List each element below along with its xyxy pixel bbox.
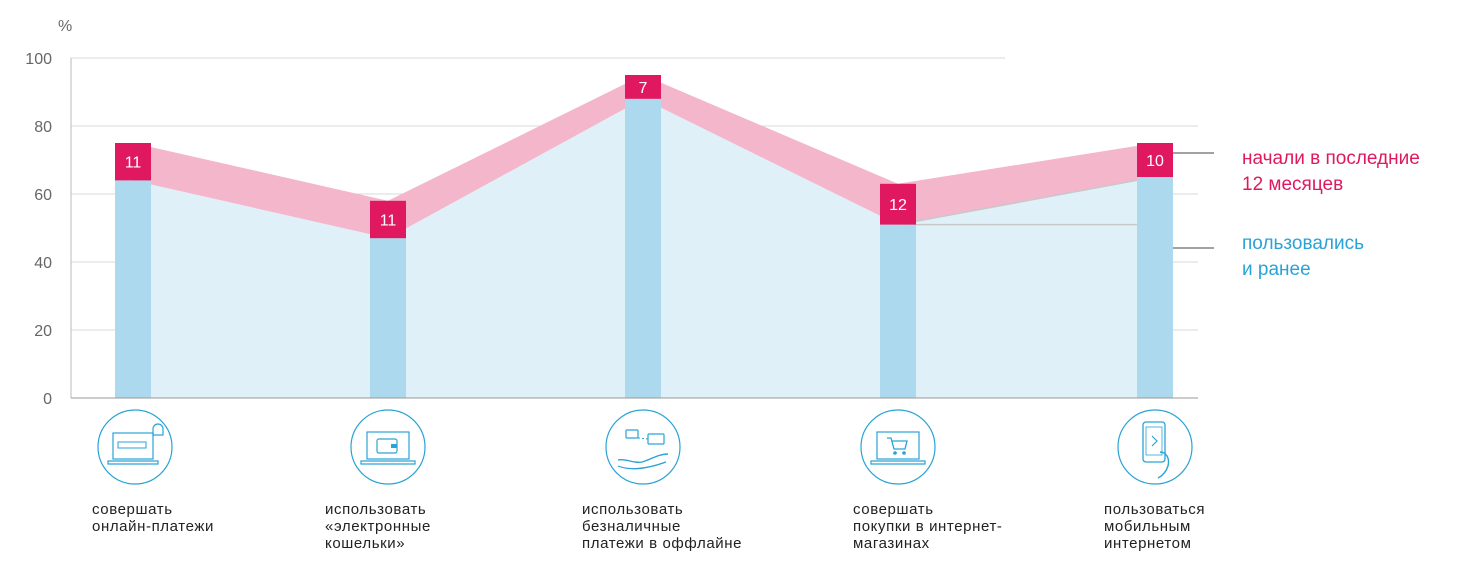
data-label: 10 <box>1146 153 1164 170</box>
data-label: 11 <box>125 155 142 172</box>
category-label: использовать «электронные кошельки» <box>325 501 431 552</box>
laptop-cart-icon <box>859 408 937 486</box>
category-label-line: использовать <box>582 501 684 518</box>
bar-new <box>625 75 661 99</box>
data-label: 11 <box>380 213 397 230</box>
bars <box>115 98 1173 399</box>
bar-new <box>880 183 916 225</box>
category-label-line: мобильным <box>1104 518 1191 535</box>
category-label-line: пользоваться <box>1104 501 1206 518</box>
category-label: совершать покупки в интернет-магазинах <box>853 501 1003 552</box>
hand-card-icon <box>604 408 682 486</box>
category-label: использовать безналичные платежи в оффлайн… <box>582 501 742 552</box>
category-label-line: совершать <box>853 501 934 518</box>
laptop-wallet-icon <box>349 408 427 486</box>
y-tick-labels: 0 20 40 60 80 100 <box>25 51 52 408</box>
category-label-line: использовать <box>325 501 427 518</box>
data-label: 12 <box>889 197 907 214</box>
category-label: пользоваться мобильным интернетом <box>1104 501 1205 552</box>
legend: начали в последние 12 месяцев пользовались… <box>1173 148 1420 280</box>
bar-previous <box>1137 177 1173 398</box>
category-label-line: онлайн-платежи <box>92 518 214 535</box>
category-label-line: интернетом <box>1104 535 1192 552</box>
category-label-line: магазинах <box>853 535 930 552</box>
laptop-pay-icon <box>96 408 174 486</box>
bar-new <box>370 200 406 239</box>
legend-label: пользовались <box>1242 233 1364 254</box>
data-label: 7 <box>639 80 648 97</box>
legend-label: начали в последние <box>1242 148 1420 169</box>
category-label-line: платежи в оффлайне <box>582 535 743 552</box>
category-label-line: безналичные <box>582 518 681 535</box>
y-axis-unit: % <box>58 18 72 35</box>
category-label-line: совершать <box>92 501 173 518</box>
y-tick-label: 20 <box>34 323 52 340</box>
phone-hand-icon <box>1116 408 1194 486</box>
axes <box>70 58 1198 399</box>
legend-label: и ранее <box>1242 259 1311 280</box>
bar-previous <box>625 98 661 399</box>
legend-label: 12 месяцев <box>1242 174 1343 195</box>
y-tick-label: 0 <box>43 391 52 408</box>
bar-previous <box>115 180 151 398</box>
y-tick-label: 40 <box>34 255 52 272</box>
connector-line <box>897 176 1156 226</box>
y-tick-label: 80 <box>34 119 52 136</box>
y-tick-label: 60 <box>34 187 52 204</box>
bar-previous <box>880 224 916 398</box>
category-label-line: покупки в интернет- <box>853 518 1003 535</box>
category-label-line: кошельки» <box>325 535 406 552</box>
bar-new <box>1137 143 1173 177</box>
value-boxes: 11 11 7 12 10 <box>115 75 1173 239</box>
category-label: совершать онлайн-платежи <box>92 501 214 535</box>
bar-new <box>115 143 151 181</box>
category-label-line: «электронные <box>325 518 431 535</box>
y-tick-label: 100 <box>25 51 52 68</box>
bar-previous <box>370 238 406 398</box>
